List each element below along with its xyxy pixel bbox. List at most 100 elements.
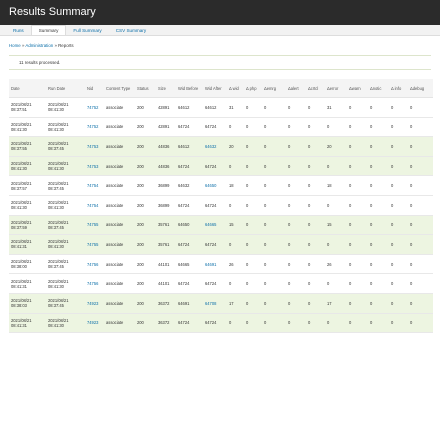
table-cell: 0 [306, 117, 325, 138]
table-cell: 44101 [156, 273, 176, 294]
table-cell: 74752 [85, 97, 104, 118]
table-cell: 74752 [85, 117, 104, 138]
column-header: Δerror [325, 79, 347, 98]
nid-link[interactable]: 74753 [87, 143, 99, 149]
table-cell: 0 [389, 254, 408, 275]
table-cell: 0 [389, 195, 408, 216]
table-cell: 0 [347, 136, 368, 157]
table-cell: 2021/08/21 08:41:30 [46, 273, 85, 294]
table-cell: 0 [368, 136, 389, 157]
table-cell: 26 [227, 254, 244, 275]
table-cell: 200 [135, 234, 156, 255]
table-cell: 200 [135, 293, 156, 314]
table-cell: 0 [262, 175, 286, 196]
table-cell: 200 [135, 195, 156, 216]
wid-link[interactable]: 64708 [205, 300, 217, 306]
nid-link[interactable]: 74755 [87, 241, 99, 247]
wid-link[interactable]: 64691 [205, 261, 217, 267]
tab-bar: Runs Summary Full Summary CSV Summary [0, 25, 440, 36]
table-cell: 0 [368, 97, 389, 118]
table-cell: 0 [408, 97, 433, 118]
nid-link[interactable]: 74923 [87, 300, 99, 306]
table-cell: 0 [286, 117, 306, 138]
nid-link[interactable]: 74755 [87, 222, 99, 228]
breadcrumb-link[interactable]: Administration [25, 43, 54, 48]
table-cell: 64691 [176, 293, 203, 314]
table-cell: 64665 [203, 215, 227, 236]
table-cell: 2021/08/21 08:41:31 [9, 273, 46, 294]
table-cell: 74754 [85, 195, 104, 216]
column-header: Size [156, 79, 176, 98]
tab[interactable]: Full Summary [73, 28, 102, 33]
table-cell: 200 [135, 313, 156, 334]
nid-link[interactable]: 74754 [87, 183, 99, 189]
table-cell: 20 [325, 136, 347, 157]
table-cell: 0 [227, 117, 244, 138]
table-cell: 0 [286, 273, 306, 294]
table-cell: 0 [389, 97, 408, 118]
table-cell: 0 [244, 313, 262, 334]
table-cell: 0 [244, 175, 262, 196]
tab[interactable]: Summary [30, 25, 67, 35]
nid-link[interactable]: 74753 [87, 163, 99, 169]
page-title: Results Summary [9, 6, 96, 18]
table-cell: 0 [389, 175, 408, 196]
table-cell: 0 [227, 156, 244, 177]
wid-link[interactable]: 64632 [205, 143, 217, 149]
table-cell: 0 [347, 117, 368, 138]
table-cell: 0 [408, 215, 433, 236]
table-cell: 0 [244, 254, 262, 275]
table-cell: 0 [262, 273, 286, 294]
table-cell: 2021/08/21 08:37:45 [46, 254, 85, 275]
nid-link[interactable]: 74754 [87, 202, 99, 208]
table-cell: associate [104, 254, 135, 275]
table-cell: 64724 [203, 273, 227, 294]
table-cell: 44836 [156, 156, 176, 177]
table-cell: 2021/08/21 08:41:30 [46, 156, 85, 177]
table-cell: 0 [286, 234, 306, 255]
column-header: Δnotic [368, 79, 389, 98]
table-cell: 0 [244, 215, 262, 236]
nid-link[interactable]: 74752 [87, 124, 99, 130]
nid-link[interactable]: 74923 [87, 320, 99, 326]
table-cell: 64724 [203, 313, 227, 334]
table-cell: 74755 [85, 234, 104, 255]
tab[interactable]: Runs [13, 28, 24, 33]
table-cell: 0 [244, 117, 262, 138]
column-header: Δ wid [227, 79, 244, 98]
breadcrumb: Home » Administration » Reports [0, 36, 440, 49]
table-cell: 64708 [203, 293, 227, 314]
nid-link[interactable]: 74756 [87, 281, 99, 287]
message-text: 11 results processed. [19, 60, 61, 65]
breadcrumb-link[interactable]: Home [9, 43, 21, 48]
column-header: Δalert [286, 79, 306, 98]
table-cell: 200 [135, 273, 156, 294]
table-cell: 44836 [156, 136, 176, 157]
tab[interactable]: CSV Summary [115, 28, 147, 33]
table-cell: 2021/08/21 08:37:45 [46, 175, 85, 196]
column-header: Δ info [389, 79, 408, 98]
table-cell: 0 [227, 195, 244, 216]
table-cell: 0 [244, 97, 262, 118]
column-header: Wid Before [176, 79, 203, 98]
table-cell: 17 [325, 293, 347, 314]
table-cell: 36372 [156, 293, 176, 314]
table-cell: 64724 [176, 117, 203, 138]
table-cell: 74754 [85, 175, 104, 196]
wid-link[interactable]: 64650 [205, 183, 217, 189]
table-cell: 0 [408, 254, 433, 275]
table-cell: 64612 [176, 97, 203, 118]
table-cell: 2021/08/21 08:41:31 [9, 234, 46, 255]
nid-link[interactable]: 74752 [87, 104, 99, 110]
table-cell: 0 [262, 195, 286, 216]
table-cell: 0 [389, 117, 408, 138]
table-cell: 64632 [176, 175, 203, 196]
table-cell: 0 [306, 136, 325, 157]
wid-link[interactable]: 64665 [205, 222, 217, 228]
nid-link[interactable]: 74756 [87, 261, 99, 267]
table-cell: associate [104, 156, 135, 177]
table-cell: 36899 [156, 195, 176, 216]
table-cell: 0 [306, 195, 325, 216]
status-message: 11 results processed. [9, 55, 431, 70]
table-cell: associate [104, 215, 135, 236]
